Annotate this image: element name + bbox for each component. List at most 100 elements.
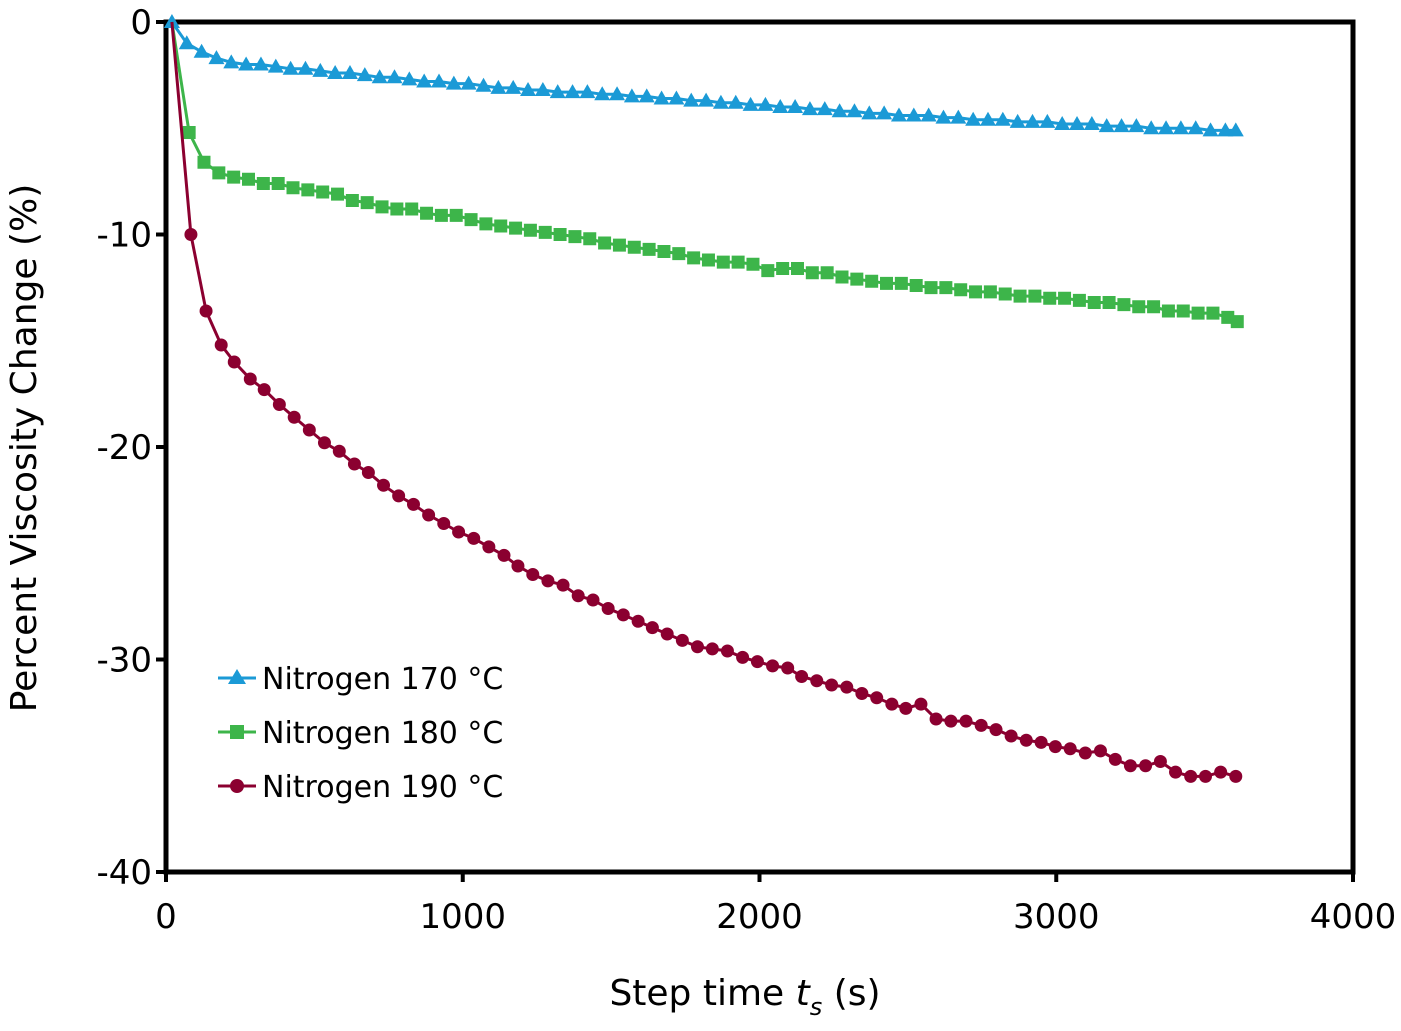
triangle-marker: [178, 35, 195, 50]
triangle-marker: [683, 92, 700, 107]
square-marker: [1087, 296, 1101, 309]
triangle-marker: [297, 60, 314, 75]
triangle-marker: [1024, 113, 1041, 128]
triangle-marker: [460, 75, 477, 90]
circle-marker: [616, 608, 630, 622]
circle-marker: [1034, 735, 1048, 749]
circle-marker: [645, 621, 659, 635]
square-marker: [1013, 289, 1027, 303]
triangle-marker: [653, 90, 670, 105]
circle-marker: [929, 712, 943, 726]
x-tick-label: 3000: [1013, 897, 1100, 937]
square-marker: [865, 274, 879, 288]
circle-marker: [497, 548, 511, 562]
circle-marker: [631, 614, 645, 628]
triangle-marker: [534, 82, 551, 96]
x-axis-title-sub: s: [810, 993, 823, 1021]
circle-marker: [601, 602, 615, 615]
circle-marker: [586, 593, 600, 607]
square-marker: [894, 276, 908, 290]
square-marker: [1102, 296, 1116, 309]
triangle-marker: [1069, 116, 1086, 130]
square-marker: [805, 266, 819, 280]
triangle-marker-icon: [228, 669, 246, 684]
triangle-marker: [1217, 122, 1234, 137]
square-marker: [583, 232, 597, 246]
legend-item-170: Nitrogen 170 °C: [218, 662, 503, 697]
triangle-marker: [327, 65, 344, 79]
square-marker: [657, 245, 671, 258]
square-marker: [1161, 304, 1175, 318]
square-marker: [553, 228, 567, 241]
x-axis-title-suffix: (s): [822, 973, 880, 1014]
circle-marker: [1153, 755, 1167, 768]
square-marker: [1176, 304, 1190, 318]
triangle-marker: [282, 60, 299, 75]
triangle-marker: [876, 105, 893, 120]
triangle-marker: [356, 67, 373, 82]
y-tick-label: 0: [130, 3, 152, 43]
y-axis: 0 -10 -20 -30 -40: [96, 3, 166, 893]
triangle-marker: [490, 79, 507, 94]
triangle-marker: [401, 71, 418, 86]
square-marker: [331, 187, 345, 201]
circle-marker: [1184, 769, 1198, 783]
circle-marker: [243, 372, 257, 386]
circle-marker: [1169, 765, 1183, 779]
circle-marker: [855, 687, 869, 700]
y-tick-label: -10: [96, 216, 152, 256]
circle-marker: [452, 525, 466, 539]
y-axis-title: Percent Viscosity Change (%): [4, 184, 45, 713]
circle-marker: [1078, 746, 1092, 760]
circle-marker: [1063, 742, 1077, 756]
legend-item-190: Nitrogen 190 °C: [218, 770, 503, 805]
circle-marker: [1199, 769, 1213, 783]
circle-marker: [1019, 733, 1033, 747]
triangle-marker: [312, 62, 329, 77]
circle-marker: [1093, 744, 1107, 758]
triangle-marker: [757, 96, 774, 111]
x-axis-title-var: t: [796, 973, 812, 1014]
triangle-marker: [787, 99, 804, 113]
square-marker: [538, 225, 552, 239]
triangle-marker: [1187, 120, 1204, 135]
triangle-marker: [1098, 118, 1115, 133]
triangle-marker: [965, 111, 982, 126]
circle-marker: [1214, 765, 1228, 779]
square-marker: [301, 183, 315, 197]
circle-marker: [810, 674, 824, 688]
triangle-marker: [831, 103, 848, 118]
circle-marker: [720, 644, 734, 658]
circle-marker: [736, 650, 750, 664]
x-tick-label: 1000: [419, 897, 506, 937]
square-marker-icon: [230, 725, 244, 739]
legend: Nitrogen 170 °C Nitrogen 180 °C Nitrogen…: [218, 662, 503, 805]
circle-marker: [899, 701, 913, 715]
circle-marker: [781, 661, 795, 675]
square-marker: [568, 230, 582, 244]
square-marker: [1206, 306, 1220, 320]
series-1: [170, 21, 1244, 329]
circle-marker: [974, 718, 988, 732]
circle-marker: [361, 466, 375, 479]
square-marker: [256, 177, 270, 190]
triangle-marker: [431, 73, 448, 88]
circle-marker: [199, 304, 213, 318]
square-marker: [390, 202, 404, 216]
circle-marker: [944, 714, 958, 728]
circle-marker: [1123, 759, 1137, 773]
circle-marker: [675, 633, 689, 647]
x-axis-title-prefix: Step time: [609, 973, 795, 1014]
triangle-marker: [1143, 120, 1160, 135]
circle-marker: [214, 338, 228, 352]
triangle-marker: [505, 79, 522, 94]
triangle-marker: [1054, 116, 1071, 130]
circle-marker: [317, 436, 331, 450]
square-marker: [761, 264, 775, 278]
triangle-marker: [1227, 122, 1244, 137]
square-marker: [479, 217, 493, 231]
circle-marker: [750, 655, 764, 669]
circle-marker: [1139, 759, 1153, 773]
triangle-marker: [920, 107, 937, 122]
